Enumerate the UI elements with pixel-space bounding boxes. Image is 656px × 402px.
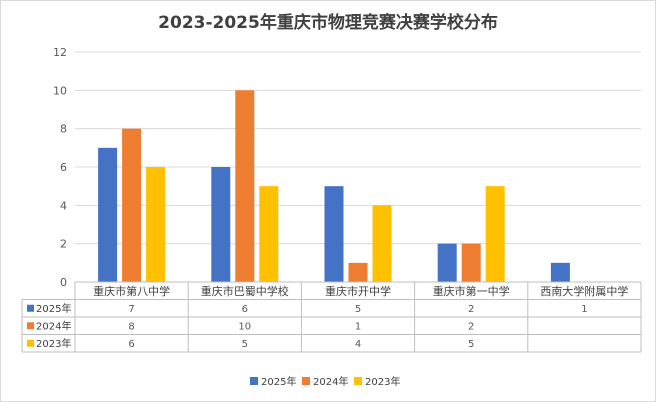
y-tick-label: 0 — [60, 276, 67, 289]
x-tick-label: 重庆市开中学 — [325, 284, 391, 298]
bar — [324, 186, 344, 282]
x-tick-label: 重庆市巴蜀中学校 — [201, 284, 289, 298]
table-legend-key — [27, 322, 34, 330]
y-tick-label: 2 — [60, 238, 67, 251]
y-tick-label: 10 — [53, 84, 67, 97]
data-label: 1 — [355, 321, 361, 332]
data-label: 5 — [468, 339, 474, 350]
y-tick-label: 6 — [60, 161, 67, 174]
y-tick-label: 12 — [53, 46, 67, 59]
bar — [211, 167, 231, 282]
table-row-label: 2023年 — [36, 337, 71, 350]
data-label: 6 — [128, 339, 134, 350]
data-label: 4 — [355, 339, 361, 350]
data-label: 5 — [242, 339, 248, 350]
table-row-label: 2025年 — [36, 302, 71, 315]
x-tick-label: 西南大学附属中学 — [540, 284, 628, 298]
bar — [98, 147, 118, 282]
data-label: 10 — [238, 321, 251, 332]
table-legend-key — [27, 304, 34, 312]
bar — [485, 186, 505, 282]
x-tick-label: 重庆市第八中学 — [93, 284, 170, 298]
bar — [372, 205, 392, 282]
data-label: 7 — [128, 304, 134, 315]
legend-swatch — [354, 377, 362, 385]
data-label: 5 — [355, 304, 361, 315]
table-legend-key — [27, 339, 34, 347]
data-label: 6 — [242, 304, 248, 315]
bar — [550, 262, 570, 282]
chart-title: 2023-2025年重庆市物理竞赛决赛学校分布 — [158, 13, 498, 33]
bar — [348, 262, 368, 282]
bar — [235, 90, 255, 282]
bar — [461, 243, 481, 282]
legend-label: 2023年 — [365, 375, 400, 388]
legend-swatch — [302, 377, 310, 385]
bar — [122, 128, 142, 282]
y-tick-label: 4 — [60, 199, 67, 212]
x-tick-label: 重庆市第一中学 — [433, 284, 510, 298]
y-tick-label: 8 — [60, 123, 67, 136]
table-row-label: 2024年 — [36, 319, 71, 332]
bar — [259, 186, 279, 282]
bar — [437, 243, 457, 282]
data-label: 8 — [128, 321, 134, 332]
legend-swatch — [250, 377, 258, 385]
legend-label: 2024年 — [313, 375, 348, 388]
legend-label: 2025年 — [261, 375, 296, 388]
data-label: 1 — [581, 304, 587, 315]
data-label: 2 — [468, 304, 474, 315]
data-label: 2 — [468, 321, 474, 332]
bar — [146, 167, 166, 282]
